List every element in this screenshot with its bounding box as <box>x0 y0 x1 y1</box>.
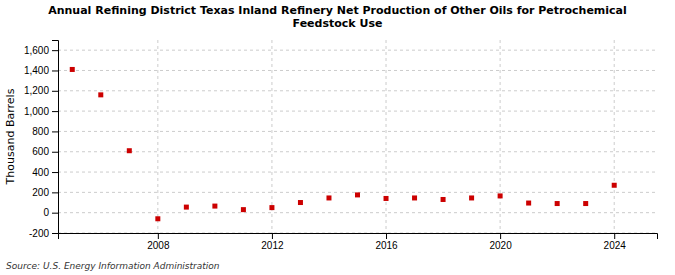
x-grid-line <box>500 40 501 233</box>
plot: -200 0 200 400 600 800 1,000 1,200 1,400 1,600 200… <box>24 40 658 251</box>
point <box>441 197 446 202</box>
x-axis-line <box>59 234 658 240</box>
x-axis: 2008 2012 2016 2020 2024 <box>59 233 658 251</box>
point <box>526 201 531 206</box>
y-tick-mark <box>52 111 58 112</box>
y-tick-mark <box>52 70 58 71</box>
point <box>212 204 217 209</box>
point <box>241 207 246 212</box>
x-grid-line <box>614 40 615 233</box>
x-tick: 2008 <box>147 233 170 251</box>
y-grid-line <box>58 151 657 152</box>
point <box>555 201 560 206</box>
x-tick-label: 2024 <box>604 240 627 251</box>
y-tick-mark <box>52 91 58 92</box>
title-line: Feedstock Use <box>293 17 383 30</box>
x-tick-label: 2008 <box>147 240 170 251</box>
y-axis: -200 0 200 400 600 800 1,000 1,200 1,400 1,600 <box>24 41 59 239</box>
point <box>269 205 274 210</box>
chart: -200 0 200 400 600 800 1,000 1,200 1,400 1,600 200… <box>0 0 675 275</box>
y-tick-mark <box>52 213 58 214</box>
x-tick-mark <box>500 233 501 239</box>
title-line: Annual Refining District Texas Inland Re… <box>48 4 627 17</box>
y-grid-line <box>58 131 657 132</box>
x-tick-label: 2020 <box>489 240 512 251</box>
point <box>127 148 132 153</box>
y-tick-label: 1,600 <box>24 45 49 56</box>
y-tick-label: -200 <box>29 228 49 239</box>
point <box>355 192 360 197</box>
y-tick-label: 0 <box>43 207 49 218</box>
points <box>70 67 617 221</box>
x-tick: 2020 <box>489 233 512 251</box>
x-grid-line <box>271 40 272 233</box>
y-tick-label: 1,400 <box>24 65 49 76</box>
x-tick-label: 2016 <box>375 240 398 251</box>
y-tick-mark <box>52 131 58 132</box>
title: Annual Refining District Texas Inland Re… <box>48 4 627 30</box>
y-tick-label: 600 <box>32 146 49 157</box>
y-tick-mark <box>52 192 58 193</box>
point <box>498 193 503 198</box>
y-tick: 0 <box>43 207 58 218</box>
x-tick-mark <box>386 233 387 239</box>
y-tick-label: 1,200 <box>24 85 49 96</box>
y-axis-title: Thousand Barrels <box>4 88 17 185</box>
y-tick-label: 400 <box>32 167 49 178</box>
x-tick-mark <box>272 233 273 239</box>
y-grid-line <box>58 172 657 173</box>
grid <box>58 40 657 233</box>
point <box>98 92 103 97</box>
x-tick: 2016 <box>375 233 398 251</box>
y-tick: 600 <box>32 146 58 157</box>
y-tick-mark <box>52 172 58 173</box>
y-grid-line <box>58 50 657 51</box>
y-grid-line <box>58 90 657 91</box>
x-grid-line <box>157 40 158 233</box>
y-tick: 1,200 <box>24 85 58 96</box>
point <box>583 201 588 206</box>
y-grid-line <box>58 111 657 112</box>
x-tick: 2012 <box>261 233 284 251</box>
y-tick: 1,000 <box>24 106 58 117</box>
point <box>298 200 303 205</box>
x-tick-label: 2012 <box>261 240 284 251</box>
y-tick-label: 1,000 <box>24 106 49 117</box>
y-tick: -200 <box>29 228 58 239</box>
point <box>326 195 331 200</box>
point <box>469 195 474 200</box>
y-tick-label: 800 <box>32 126 49 137</box>
y-tick: 400 <box>32 167 58 178</box>
point <box>184 205 189 210</box>
point <box>612 183 617 188</box>
x-grid-line <box>386 40 387 233</box>
y-tick: 1,600 <box>24 45 58 56</box>
y-tick: 800 <box>32 126 58 137</box>
y-tick-label: 200 <box>32 187 49 198</box>
x-tick: 2024 <box>604 233 627 251</box>
x-tick-mark <box>158 233 159 239</box>
y-tick-mark <box>52 233 58 234</box>
y-tick: 200 <box>32 187 58 198</box>
point <box>384 196 389 201</box>
y-axis-line <box>52 41 59 234</box>
point <box>412 195 417 200</box>
point <box>70 67 75 72</box>
x-tick-mark <box>614 233 615 239</box>
y-grid-line <box>58 212 657 213</box>
point <box>155 216 160 221</box>
y-tick-mark <box>52 50 58 51</box>
y-grid-line <box>58 70 657 71</box>
y-tick-mark <box>52 152 58 153</box>
source-note: Source: U.S. Energy Information Administ… <box>6 261 220 271</box>
y-tick: 1,400 <box>24 65 58 76</box>
